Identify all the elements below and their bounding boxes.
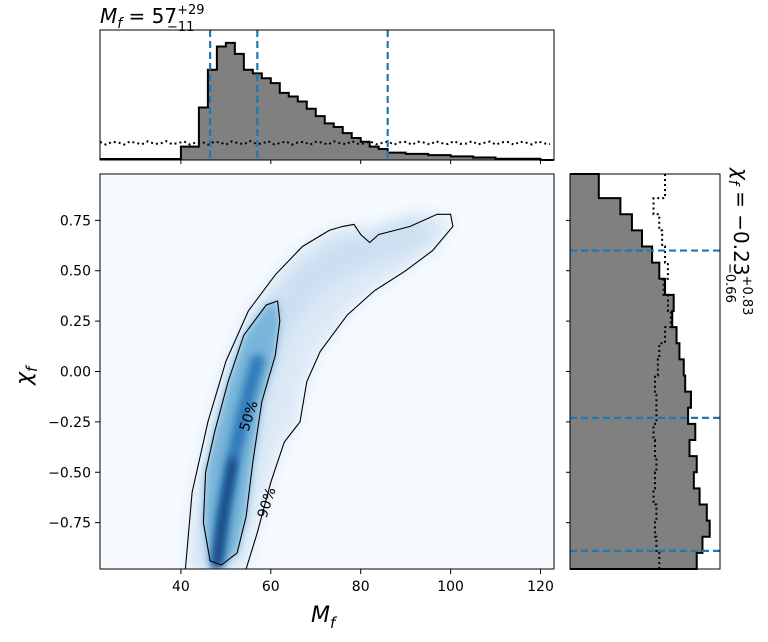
y-tick-label: 0.25 <box>60 314 91 330</box>
right-histogram-outline <box>570 173 711 570</box>
joint-density-panel: 50%90% 40 60 80 100 120 0.75 0.50 0.25 0.00 −0.25 −… <box>48 173 555 595</box>
y-tick-label: 0.50 <box>60 264 91 280</box>
y-tick-label: 0.75 <box>60 213 91 229</box>
density-outer <box>185 214 453 569</box>
top-marginal-histogram <box>99 29 555 164</box>
top-frame <box>99 29 555 161</box>
top-marginal-title: Mf = 57+29 −11 <box>100 3 205 35</box>
y-tick-label: −0.50 <box>48 465 91 481</box>
x-tick-label: 80 <box>352 579 370 595</box>
top-histogram-fill <box>180 42 541 160</box>
right-marginal-histogram <box>566 173 721 570</box>
x-tick-label: 40 <box>172 579 190 595</box>
density-max <box>212 458 237 567</box>
top-prior-curve <box>99 139 551 146</box>
x-tick-label: 120 <box>527 579 554 595</box>
y-tick-label: −0.25 <box>48 415 91 431</box>
y-tick-label: 0.00 <box>60 365 91 381</box>
y-tick-label: −0.75 <box>48 516 91 532</box>
density-layer: 50%90% <box>184 213 454 569</box>
contour-90 <box>184 213 454 569</box>
right-prior-curve <box>652 174 672 569</box>
y-axis-label: χf <box>12 364 41 386</box>
right-histogram-fill <box>570 174 710 569</box>
x-tick-label: 100 <box>437 579 464 595</box>
right-marginal-title: χf = −0.23+0.83−0.66 <box>722 167 754 315</box>
x-axis-label: Mf <box>311 603 338 632</box>
top-histogram-outline <box>179 41 554 161</box>
x-tick-label: 60 <box>262 579 280 595</box>
contour-50 <box>202 300 281 566</box>
